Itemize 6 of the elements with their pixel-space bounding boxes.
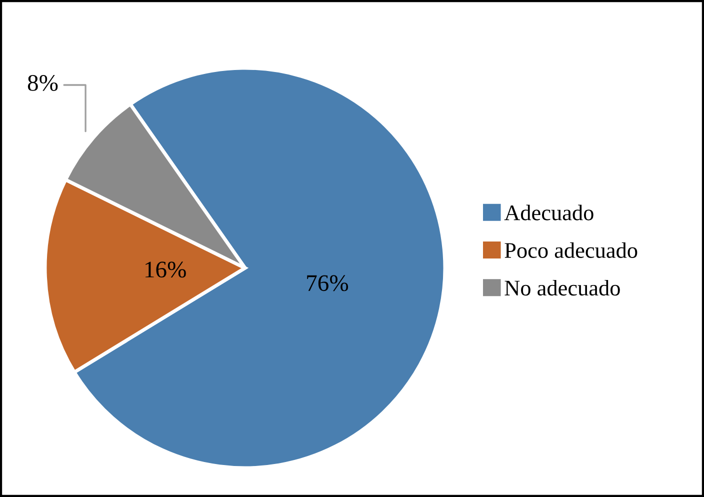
data-label: 8% xyxy=(28,74,58,91)
legend-label: Poco adecuado xyxy=(504,242,638,258)
data-label: 76% xyxy=(307,275,348,292)
legend-label: Adecuado xyxy=(504,204,594,220)
legend-label: No adecuado xyxy=(504,280,620,296)
data-label: 16% xyxy=(146,262,186,278)
